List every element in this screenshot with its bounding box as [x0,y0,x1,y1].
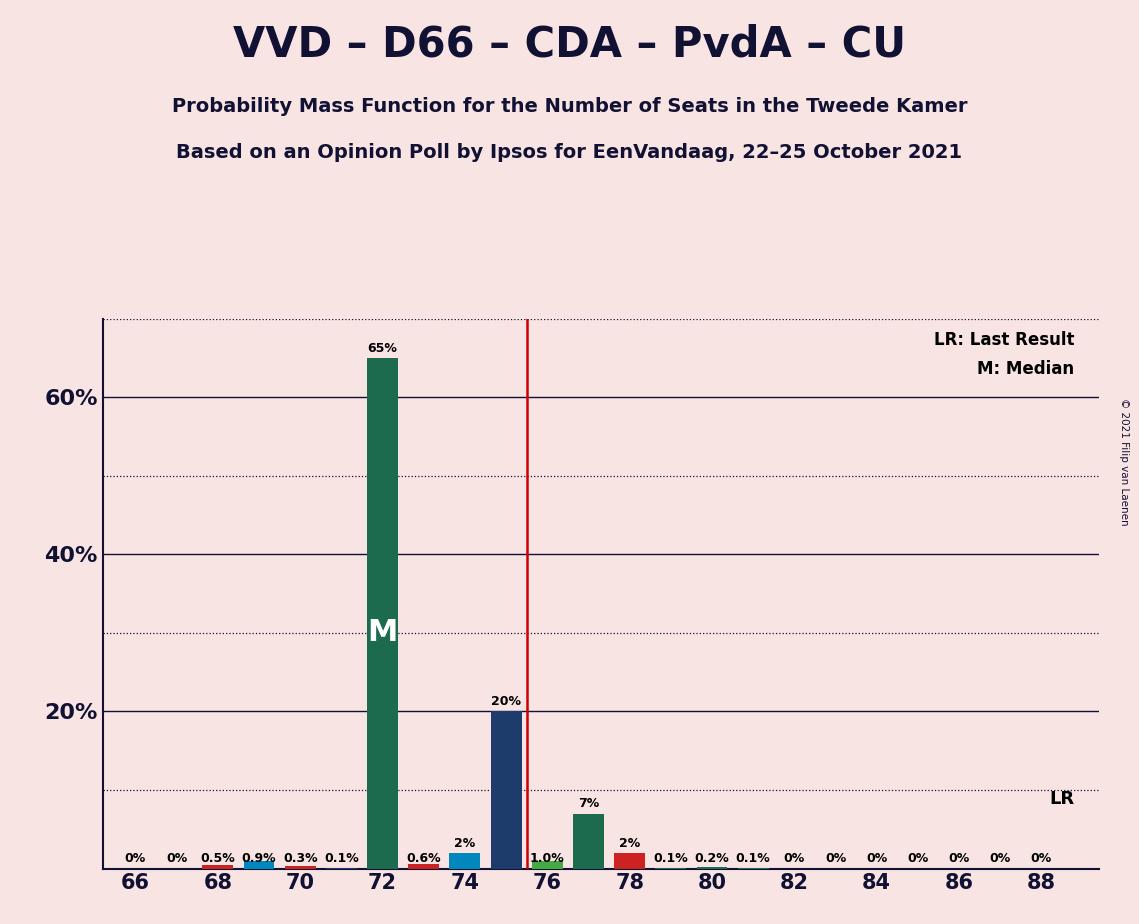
Text: 0.2%: 0.2% [695,853,729,866]
Bar [285,866,316,869]
Text: LR: LR [1049,790,1074,808]
Text: Based on an Opinion Poll by Ipsos for EenVandaag, 22–25 October 2021: Based on an Opinion Poll by Ipsos for Ee… [177,143,962,163]
Text: M: Median: M: Median [977,359,1074,378]
Text: 2%: 2% [618,837,640,850]
Text: M: M [368,618,398,648]
Text: 0%: 0% [784,853,805,866]
Bar [203,865,233,869]
Bar [491,711,522,869]
Text: 0%: 0% [1031,853,1052,866]
Text: 65%: 65% [368,342,398,355]
Text: 0.3%: 0.3% [282,853,318,866]
Text: 0.1%: 0.1% [654,853,688,866]
Text: 7%: 7% [577,797,599,810]
Bar [697,867,728,869]
Text: Probability Mass Function for the Number of Seats in the Tweede Kamer: Probability Mass Function for the Number… [172,97,967,116]
Text: 0%: 0% [125,853,146,866]
Text: 0%: 0% [990,853,1011,866]
Text: 0.1%: 0.1% [736,853,771,866]
Text: 0%: 0% [166,853,187,866]
Text: 0%: 0% [908,853,928,866]
Bar [532,861,563,869]
Bar [408,864,440,869]
Text: 2%: 2% [454,837,476,850]
Bar [244,861,274,869]
Text: 0.9%: 0.9% [241,853,277,866]
Bar [573,813,604,869]
Text: 0%: 0% [825,853,846,866]
Bar [367,358,398,869]
Text: 0%: 0% [949,853,969,866]
Text: LR: Last Result: LR: Last Result [934,331,1074,348]
Text: 0.6%: 0.6% [407,853,441,866]
Text: 1.0%: 1.0% [530,853,565,866]
Text: VVD – D66 – CDA – PvdA – CU: VVD – D66 – CDA – PvdA – CU [233,23,906,65]
Bar [614,853,645,869]
Bar [450,853,481,869]
Text: © 2021 Filip van Laenen: © 2021 Filip van Laenen [1120,398,1129,526]
Text: 0.1%: 0.1% [323,853,359,866]
Text: 0.5%: 0.5% [200,853,235,866]
Text: 20%: 20% [491,696,522,709]
Text: 0%: 0% [866,853,887,866]
